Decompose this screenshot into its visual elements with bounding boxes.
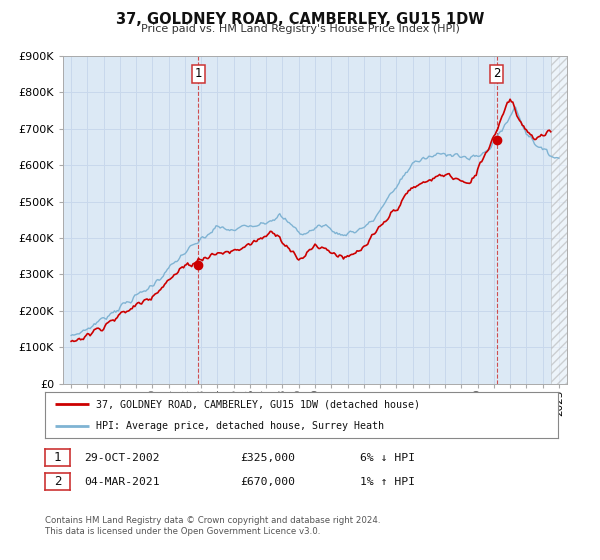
Text: £325,000: £325,000 xyxy=(240,452,295,463)
Text: 04-MAR-2021: 04-MAR-2021 xyxy=(84,477,160,487)
Text: Contains HM Land Registry data © Crown copyright and database right 2024.: Contains HM Land Registry data © Crown c… xyxy=(45,516,380,525)
Bar xyxy=(551,56,567,384)
Text: 1: 1 xyxy=(54,451,61,464)
Text: HPI: Average price, detached house, Surrey Heath: HPI: Average price, detached house, Surr… xyxy=(97,421,385,431)
Text: Price paid vs. HM Land Registry's House Price Index (HPI): Price paid vs. HM Land Registry's House … xyxy=(140,24,460,34)
Text: 1% ↑ HPI: 1% ↑ HPI xyxy=(360,477,415,487)
Text: 37, GOLDNEY ROAD, CAMBERLEY, GU15 1DW: 37, GOLDNEY ROAD, CAMBERLEY, GU15 1DW xyxy=(116,12,484,27)
Text: 29-OCT-2002: 29-OCT-2002 xyxy=(84,452,160,463)
Text: £670,000: £670,000 xyxy=(240,477,295,487)
Text: 6% ↓ HPI: 6% ↓ HPI xyxy=(360,452,415,463)
Text: 1: 1 xyxy=(194,67,202,81)
Text: 37, GOLDNEY ROAD, CAMBERLEY, GU15 1DW (detached house): 37, GOLDNEY ROAD, CAMBERLEY, GU15 1DW (d… xyxy=(97,399,420,409)
Text: 2: 2 xyxy=(54,475,61,488)
Text: 2: 2 xyxy=(493,67,500,81)
Text: This data is licensed under the Open Government Licence v3.0.: This data is licensed under the Open Gov… xyxy=(45,528,320,536)
